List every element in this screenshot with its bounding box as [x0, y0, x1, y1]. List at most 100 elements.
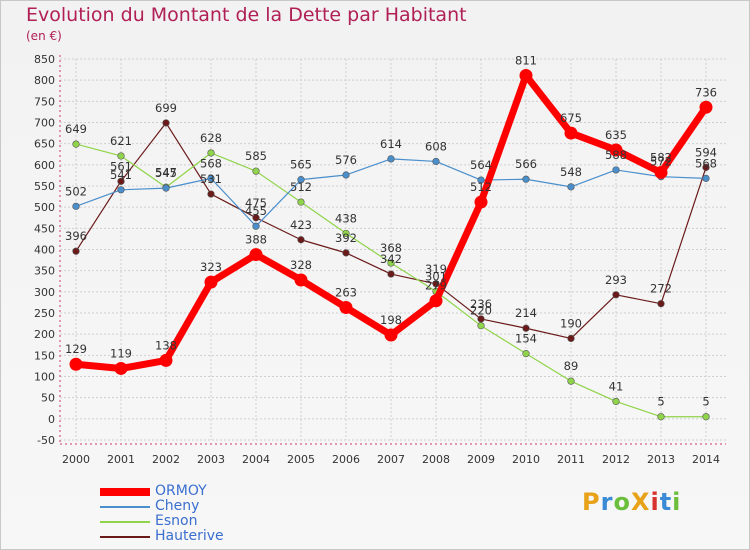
- legend-label: Cheny: [155, 498, 200, 514]
- y-tick-label: 850: [34, 53, 55, 66]
- x-tick-label: 2002: [152, 453, 180, 466]
- data-point-cheny: [432, 157, 440, 166]
- data-label-ormoy: 323: [200, 260, 222, 274]
- data-label-cheny: 541: [110, 168, 132, 182]
- y-tick-label: -50: [37, 434, 55, 447]
- data-label-ormoy: 119: [110, 346, 132, 360]
- data-point-cheny: [477, 176, 485, 184]
- data-label-esnon: 585: [245, 149, 267, 163]
- y-tick-label: 700: [34, 117, 55, 130]
- data-label-ormoy: 736: [695, 85, 717, 99]
- data-label-hauterive: 236: [470, 297, 492, 311]
- data-label-ormoy: 512: [470, 180, 492, 194]
- data-point-ormoy: [429, 294, 443, 308]
- y-tick-label: 250: [34, 307, 55, 320]
- x-tick-label: 2001: [107, 453, 135, 466]
- legend-swatch: [100, 521, 150, 523]
- data-label-esnon: 154: [515, 332, 537, 346]
- data-point-hauterive: [117, 177, 125, 185]
- legend-label: Esnon: [155, 513, 198, 529]
- x-tick-label: 2012: [602, 453, 630, 466]
- data-label-esnon: 621: [110, 134, 132, 148]
- y-tick-label: 300: [34, 286, 55, 299]
- x-tick-label: 2006: [332, 453, 360, 466]
- data-label-hauterive: 293: [605, 273, 627, 287]
- data-label-cheny: 548: [560, 165, 582, 179]
- data-label-esnon: 547: [155, 165, 177, 179]
- legend-swatch: [100, 488, 150, 496]
- legend-item-ormoy: ORMOY: [100, 483, 300, 500]
- data-label-ormoy: 582: [650, 150, 672, 164]
- data-point-esnon: [477, 322, 485, 330]
- legend-item-esnon: Esnon: [100, 513, 300, 530]
- data-label-esnon: 89: [564, 359, 579, 373]
- x-tick-label: 2005: [287, 453, 315, 466]
- data-label-ormoy: 675: [560, 111, 582, 125]
- data-label-cheny: 566: [515, 157, 537, 171]
- data-point-cheny: [162, 184, 170, 192]
- y-tick-label: 800: [34, 74, 55, 87]
- x-tick-label: 2010: [512, 453, 540, 466]
- data-label-cheny: 455: [245, 204, 267, 218]
- data-label-ormoy: 388: [245, 233, 267, 247]
- grid-lines: [60, 58, 726, 441]
- data-point-ormoy: [114, 361, 128, 375]
- y-tick-label: 550: [34, 180, 55, 193]
- x-tick-label: 2003: [197, 453, 225, 466]
- legend-label: ORMOY: [155, 483, 207, 499]
- data-point-esnon: [657, 413, 665, 421]
- data-label-esnon: 220: [470, 304, 492, 318]
- data-point-ormoy: [519, 69, 533, 83]
- y-tick-label: 750: [34, 95, 55, 108]
- data-point-esnon: [522, 350, 530, 358]
- data-point-hauterive: [252, 214, 260, 222]
- logo-letter: X: [630, 488, 651, 516]
- logo-letter: t: [659, 488, 673, 516]
- data-point-esnon: [387, 259, 395, 267]
- data-labels: 396 561 699 531 475 423 392 342 319 236 214 190 293 2…: [65, 54, 717, 409]
- data-point-esnon: [342, 229, 350, 238]
- data-point-hauterive: [72, 247, 80, 255]
- data-label-hauterive: 396: [65, 229, 87, 243]
- data-point-esnon: [567, 377, 575, 385]
- data-point-ormoy: [249, 248, 263, 262]
- data-label-cheny: 608: [425, 139, 447, 153]
- y-tick-label: 100: [34, 371, 55, 384]
- data-label-hauterive: 319: [425, 262, 447, 276]
- data-label-hauterive: 423: [290, 218, 312, 232]
- data-label-esnon: 5: [657, 395, 664, 409]
- data-label-esnon: 649: [65, 122, 87, 136]
- data-label-cheny: 568: [695, 156, 717, 170]
- data-label-hauterive: 594: [695, 145, 717, 159]
- data-label-cheny: 564: [470, 158, 492, 172]
- legend-swatch: [100, 536, 150, 538]
- data-point-ormoy: [69, 357, 83, 371]
- data-point-esnon: [297, 198, 305, 206]
- data-point-hauterive: [387, 270, 395, 278]
- data-label-esnon: 301: [425, 269, 447, 283]
- data-point-ormoy: [474, 195, 488, 209]
- data-point-hauterive: [702, 163, 710, 171]
- data-point-cheny: [117, 186, 125, 194]
- data-label-ormoy: 279: [425, 279, 447, 293]
- y-tick-label: 600: [34, 159, 55, 172]
- data-point-cheny: [207, 174, 215, 182]
- data-label-hauterive: 392: [335, 231, 357, 245]
- data-point-ormoy: [564, 126, 578, 140]
- data-label-hauterive: 531: [200, 172, 222, 186]
- data-point-esnon: [207, 149, 215, 157]
- data-point-hauterive: [432, 280, 440, 288]
- y-tick-label: 350: [34, 265, 55, 278]
- data-point-ormoy: [384, 328, 398, 342]
- data-label-ormoy: 138: [155, 338, 177, 352]
- data-label-cheny: 572: [650, 155, 672, 169]
- logo-letter: i: [672, 488, 682, 516]
- data-label-esnon: 438: [335, 211, 357, 225]
- data-label-ormoy: 129: [65, 342, 87, 356]
- data-point-hauterive: [162, 119, 170, 127]
- data-label-hauterive: 214: [515, 306, 537, 320]
- y-tick-label: 400: [34, 244, 55, 257]
- data-label-hauterive: 272: [650, 282, 672, 296]
- x-tick-label: 2004: [242, 453, 270, 466]
